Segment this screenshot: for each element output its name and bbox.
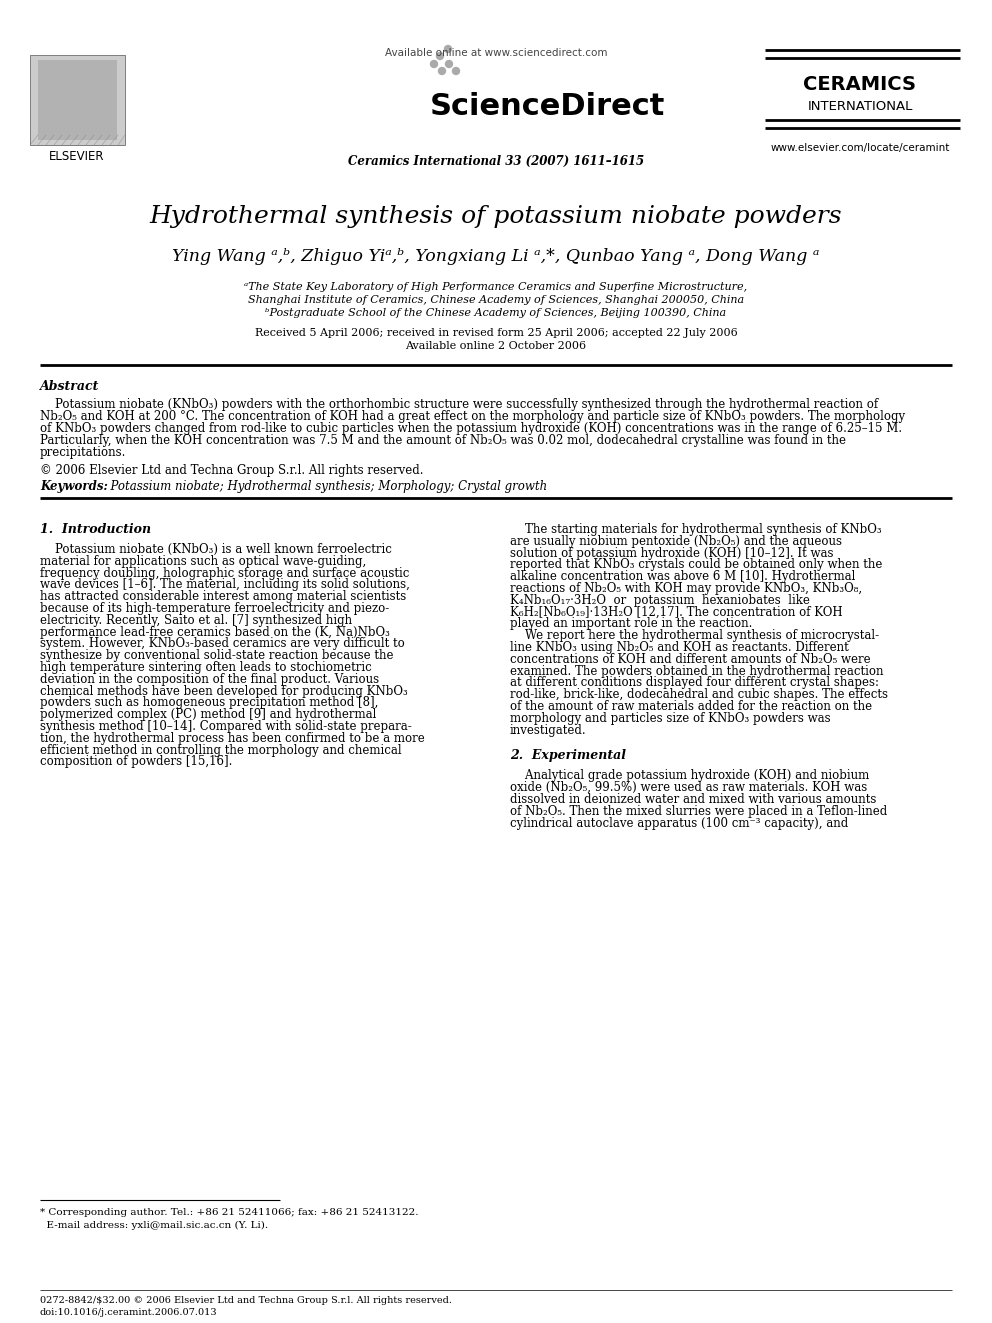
Text: has attracted considerable interest among material scientists: has attracted considerable interest amon… bbox=[40, 590, 407, 603]
Circle shape bbox=[436, 53, 443, 60]
Text: Analytical grade potassium hydroxide (KOH) and niobium: Analytical grade potassium hydroxide (KO… bbox=[510, 770, 869, 782]
Text: 0272-8842/$32.00 © 2006 Elsevier Ltd and Techna Group S.r.l. All rights reserved: 0272-8842/$32.00 © 2006 Elsevier Ltd and… bbox=[40, 1297, 452, 1304]
Text: Available online 2 October 2006: Available online 2 October 2006 bbox=[406, 341, 586, 351]
Text: precipitations.: precipitations. bbox=[40, 446, 126, 459]
Text: powders such as homogeneous precipitation method [8],: powders such as homogeneous precipitatio… bbox=[40, 696, 378, 709]
Text: oxide (Nb₂O₅, 99.5%) were used as raw materials. KOH was: oxide (Nb₂O₅, 99.5%) were used as raw ma… bbox=[510, 781, 867, 794]
Text: wave devices [1–6]. The material, including its solid solutions,: wave devices [1–6]. The material, includ… bbox=[40, 578, 410, 591]
Text: Keywords:: Keywords: bbox=[40, 480, 108, 493]
Text: Ceramics International 33 (2007) 1611–1615: Ceramics International 33 (2007) 1611–16… bbox=[348, 155, 644, 168]
Text: performance lead-free ceramics based on the (K, Na)NbO₃: performance lead-free ceramics based on … bbox=[40, 626, 390, 639]
Text: K₄Nb₁₆O₁₇·3H₂O  or  potassium  hexaniobates  like: K₄Nb₁₆O₁₇·3H₂O or potassium hexaniobates… bbox=[510, 594, 809, 607]
Text: of Nb₂O₅. Then the mixed slurries were placed in a Teflon-lined: of Nb₂O₅. Then the mixed slurries were p… bbox=[510, 804, 887, 818]
Text: CERAMICS: CERAMICS bbox=[804, 75, 917, 94]
Bar bbox=[38, 60, 117, 140]
Text: Shanghai Institute of Ceramics, Chinese Academy of Sciences, Shanghai 200050, Ch: Shanghai Institute of Ceramics, Chinese … bbox=[248, 295, 744, 306]
Text: We report here the hydrothermal synthesis of microcrystal-: We report here the hydrothermal synthesi… bbox=[510, 630, 879, 642]
Circle shape bbox=[438, 67, 445, 74]
Circle shape bbox=[445, 61, 452, 67]
Text: synthesis method [10–14]. Compared with solid-state prepara-: synthesis method [10–14]. Compared with … bbox=[40, 720, 412, 733]
Text: system. However, KNbO₃-based ceramics are very difficult to: system. However, KNbO₃-based ceramics ar… bbox=[40, 638, 405, 651]
Text: electricity. Recently, Saito et al. [7] synthesized high: electricity. Recently, Saito et al. [7] … bbox=[40, 614, 352, 627]
Text: Hydrothermal synthesis of potassium niobate powders: Hydrothermal synthesis of potassium niob… bbox=[150, 205, 842, 228]
Text: deviation in the composition of the final product. Various: deviation in the composition of the fina… bbox=[40, 673, 379, 685]
Text: The starting materials for hydrothermal synthesis of KNbO₃: The starting materials for hydrothermal … bbox=[510, 523, 882, 536]
Text: alkaline concentration was above 6 M [10]. Hydrothermal: alkaline concentration was above 6 M [10… bbox=[510, 570, 855, 583]
Text: high temperature sintering often leads to stochiometric: high temperature sintering often leads t… bbox=[40, 662, 372, 673]
Text: Nb₂O₅ and KOH at 200 °C. The concentration of KOH had a great effect on the morp: Nb₂O₅ and KOH at 200 °C. The concentrati… bbox=[40, 410, 905, 423]
Text: reported that KNbO₃ crystals could be obtained only when the: reported that KNbO₃ crystals could be ob… bbox=[510, 558, 882, 572]
Text: cylindrical autoclave apparatus (100 cm⁻³ capacity), and: cylindrical autoclave apparatus (100 cm⁻… bbox=[510, 816, 848, 830]
Text: Potassium niobate (KNbO₃) is a well known ferroelectric: Potassium niobate (KNbO₃) is a well know… bbox=[40, 542, 392, 556]
Text: ᵃThe State Key Laboratory of High Performance Ceramics and Superfine Microstruct: ᵃThe State Key Laboratory of High Perfor… bbox=[244, 282, 748, 292]
Text: material for applications such as optical wave-guiding,: material for applications such as optica… bbox=[40, 554, 366, 568]
Text: chemical methods have been developed for producing KNbO₃: chemical methods have been developed for… bbox=[40, 684, 408, 697]
Text: rod-like, brick-like, dodecahedral and cubic shapes. The effects: rod-like, brick-like, dodecahedral and c… bbox=[510, 688, 888, 701]
Text: E-mail address: yxli@mail.sic.ac.cn (Y. Li).: E-mail address: yxli@mail.sic.ac.cn (Y. … bbox=[40, 1221, 268, 1230]
Text: Ying Wang ᵃ,ᵇ, Zhiguo Yiᵃ,ᵇ, Yongxiang Li ᵃ,*, Qunbao Yang ᵃ, Dong Wang ᵃ: Ying Wang ᵃ,ᵇ, Zhiguo Yiᵃ,ᵇ, Yongxiang L… bbox=[173, 247, 819, 265]
Text: at different conditions displayed four different crystal shapes:: at different conditions displayed four d… bbox=[510, 676, 879, 689]
Text: dissolved in deionized water and mixed with various amounts: dissolved in deionized water and mixed w… bbox=[510, 792, 876, 806]
Text: ELSEVIER: ELSEVIER bbox=[50, 149, 105, 163]
Text: frequency doubling, holographic storage and surface acoustic: frequency doubling, holographic storage … bbox=[40, 566, 410, 579]
Text: concentrations of KOH and different amounts of Nb₂O₅ were: concentrations of KOH and different amou… bbox=[510, 652, 871, 665]
Text: 1.  Introduction: 1. Introduction bbox=[40, 523, 151, 536]
Text: 2.  Experimental: 2. Experimental bbox=[510, 749, 626, 762]
Text: www.elsevier.com/locate/ceramint: www.elsevier.com/locate/ceramint bbox=[771, 143, 949, 153]
Text: ᵇPostgraduate School of the Chinese Academy of Sciences, Beijing 100390, China: ᵇPostgraduate School of the Chinese Acad… bbox=[266, 308, 726, 318]
Circle shape bbox=[452, 67, 459, 74]
Text: Received 5 April 2006; received in revised form 25 April 2006; accepted 22 July : Received 5 April 2006; received in revis… bbox=[255, 328, 737, 337]
Text: morphology and particles size of KNbO₃ powders was: morphology and particles size of KNbO₃ p… bbox=[510, 712, 830, 725]
Text: composition of powders [15,16].: composition of powders [15,16]. bbox=[40, 755, 232, 769]
Text: synthesize by conventional solid-state reaction because the: synthesize by conventional solid-state r… bbox=[40, 650, 394, 663]
Text: Potassium niobate; Hydrothermal synthesis; Morphology; Crystal growth: Potassium niobate; Hydrothermal synthesi… bbox=[103, 480, 548, 493]
Text: tion, the hydrothermal process has been confirmed to be a more: tion, the hydrothermal process has been … bbox=[40, 732, 425, 745]
Text: are usually niobium pentoxide (Nb₂O₅) and the aqueous: are usually niobium pentoxide (Nb₂O₅) an… bbox=[510, 534, 842, 548]
Text: investigated.: investigated. bbox=[510, 724, 586, 737]
Text: Abstract: Abstract bbox=[40, 380, 99, 393]
Text: doi:10.1016/j.ceramint.2006.07.013: doi:10.1016/j.ceramint.2006.07.013 bbox=[40, 1308, 217, 1316]
Text: Available online at www.sciencedirect.com: Available online at www.sciencedirect.co… bbox=[385, 48, 607, 58]
Bar bbox=[30, 56, 125, 146]
Text: ScienceDirect: ScienceDirect bbox=[430, 93, 666, 120]
Text: because of its high-temperature ferroelectricity and piezo-: because of its high-temperature ferroele… bbox=[40, 602, 389, 615]
Text: efficient method in controlling the morphology and chemical: efficient method in controlling the morp… bbox=[40, 744, 402, 757]
Text: Particularly, when the KOH concentration was 7.5 M and the amount of Nb₂O₅ was 0: Particularly, when the KOH concentration… bbox=[40, 434, 846, 447]
Text: polymerized complex (PC) method [9] and hydrothermal: polymerized complex (PC) method [9] and … bbox=[40, 708, 376, 721]
Text: reactions of Nb₂O₅ with KOH may provide KNbO₃, KNb₃O₈,: reactions of Nb₂O₅ with KOH may provide … bbox=[510, 582, 862, 595]
Text: INTERNATIONAL: INTERNATIONAL bbox=[807, 101, 913, 112]
Text: K₆H₂[Nb₆O₁₉]·13H₂O [12,17]. The concentration of KOH: K₆H₂[Nb₆O₁₉]·13H₂O [12,17]. The concentr… bbox=[510, 606, 842, 619]
Text: Potassium niobate (KNbO₃) powders with the orthorhombic structure were successfu: Potassium niobate (KNbO₃) powders with t… bbox=[40, 398, 878, 411]
Text: © 2006 Elsevier Ltd and Techna Group S.r.l. All rights reserved.: © 2006 Elsevier Ltd and Techna Group S.r… bbox=[40, 464, 424, 478]
Text: examined. The powders obtained in the hydrothermal reaction: examined. The powders obtained in the hy… bbox=[510, 664, 884, 677]
Text: of KNbO₃ powders changed from rod-like to cubic particles when the potassium hyd: of KNbO₃ powders changed from rod-like t… bbox=[40, 422, 902, 435]
Text: * Corresponding author. Tel.: +86 21 52411066; fax: +86 21 52413122.: * Corresponding author. Tel.: +86 21 524… bbox=[40, 1208, 419, 1217]
Circle shape bbox=[431, 61, 437, 67]
Text: played an important role in the reaction.: played an important role in the reaction… bbox=[510, 618, 752, 630]
Text: of the amount of raw materials added for the reaction on the: of the amount of raw materials added for… bbox=[510, 700, 872, 713]
Text: solution of potassium hydroxide (KOH) [10–12]. It was: solution of potassium hydroxide (KOH) [1… bbox=[510, 546, 833, 560]
Text: line KNbO₃ using Nb₂O₅ and KOH as reactants. Different: line KNbO₃ using Nb₂O₅ and KOH as reacta… bbox=[510, 642, 849, 654]
Circle shape bbox=[444, 45, 451, 53]
